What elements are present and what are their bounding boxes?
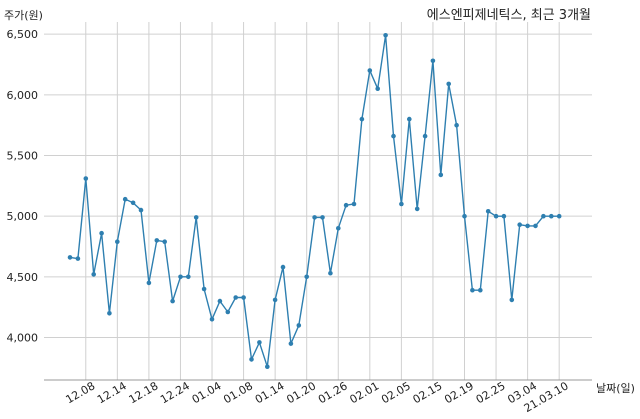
data-point — [509, 297, 515, 303]
data-point — [525, 223, 530, 229]
data-point — [75, 256, 81, 261]
data-point — [241, 295, 246, 300]
data-point — [178, 274, 183, 280]
data-point — [343, 202, 349, 208]
data-point — [272, 297, 278, 303]
x-tick-label: 12.24 — [158, 379, 192, 406]
data-point — [209, 317, 215, 322]
data-point — [375, 86, 381, 91]
x-tick-label: 01.26 — [316, 379, 350, 406]
x-tick-label: 01.20 — [284, 379, 318, 406]
data-point — [533, 223, 538, 229]
x-tick-label: 12.08 — [64, 379, 98, 406]
data-point — [115, 239, 120, 244]
data-point — [107, 311, 112, 316]
x-tick-label: 01.14 — [253, 379, 287, 406]
data-point — [485, 209, 491, 214]
data-point — [501, 213, 507, 219]
data-point — [193, 215, 199, 220]
data-point — [470, 287, 475, 293]
data-point — [304, 274, 310, 280]
data-point — [162, 239, 167, 244]
x-tick-label: 02.25 — [474, 379, 508, 406]
x-tick-label: 12.14 — [95, 379, 129, 406]
data-point — [91, 272, 96, 277]
y-tick-label: 6,500 — [7, 28, 39, 41]
y-tick-label: 5,500 — [7, 149, 39, 162]
data-point — [312, 215, 317, 220]
data-point — [265, 364, 270, 370]
data-point — [170, 298, 175, 304]
data-point — [67, 255, 73, 260]
data-point — [249, 357, 254, 362]
axis-labels: 4,000 4,500 5,000 5,500 6,000 6,500 12.0812.14… — [7, 28, 571, 415]
x-tick-label: 01.04 — [190, 379, 224, 406]
data-point — [225, 309, 231, 315]
data-point — [541, 213, 546, 219]
x-tick-label: 12.18 — [127, 379, 161, 406]
data-point — [280, 264, 286, 270]
y-tick-label: 4,500 — [7, 271, 39, 284]
data-point — [430, 58, 436, 64]
data-point — [414, 206, 420, 212]
data-point — [422, 133, 428, 139]
data-point — [454, 122, 459, 128]
x-tick-label: 02.01 — [348, 379, 382, 406]
data-point — [130, 200, 136, 206]
data-point — [138, 207, 144, 213]
data-point — [122, 196, 128, 202]
price-line — [69, 35, 560, 367]
data-point — [154, 238, 160, 243]
x-tick-label: 02.15 — [411, 379, 445, 406]
x-tick-label: 02.19 — [442, 379, 476, 406]
data-point — [367, 68, 373, 73]
data-point — [438, 172, 444, 178]
data-point — [351, 201, 357, 207]
data-point — [493, 213, 499, 219]
data-point — [517, 222, 522, 227]
data-point — [407, 116, 412, 122]
y-axis-title: 주가(원) — [4, 9, 43, 22]
y-tick-label: 6,000 — [7, 89, 39, 102]
data-point — [359, 116, 365, 122]
data-point — [257, 340, 262, 345]
data-point — [320, 215, 325, 220]
chart-title: 에스엔피제네틱스, 최근 3개월 — [427, 8, 591, 23]
data-point — [462, 213, 467, 219]
data-point — [99, 230, 104, 236]
data-point — [478, 287, 483, 293]
price-series — [67, 33, 562, 370]
x-axis-title: 날짜(일) — [596, 381, 635, 395]
grid-lines — [44, 22, 592, 380]
data-point — [446, 81, 452, 87]
x-tick-label: 02.05 — [379, 379, 413, 406]
data-point — [336, 226, 341, 231]
data-point — [391, 133, 396, 139]
data-point — [556, 213, 562, 219]
y-tick-label: 4,000 — [7, 332, 39, 345]
data-point — [146, 280, 152, 286]
data-point — [217, 298, 223, 304]
data-point — [233, 295, 238, 300]
data-point — [383, 33, 388, 38]
y-tick-label: 5,000 — [7, 210, 39, 223]
data-point — [549, 213, 554, 219]
data-point — [201, 286, 207, 292]
data-point — [186, 274, 191, 280]
data-point — [399, 201, 404, 207]
data-point — [296, 323, 302, 328]
data-point — [328, 270, 333, 276]
x-tick-label: 01.08 — [221, 379, 255, 406]
data-point — [83, 176, 89, 181]
data-point — [288, 341, 294, 346]
